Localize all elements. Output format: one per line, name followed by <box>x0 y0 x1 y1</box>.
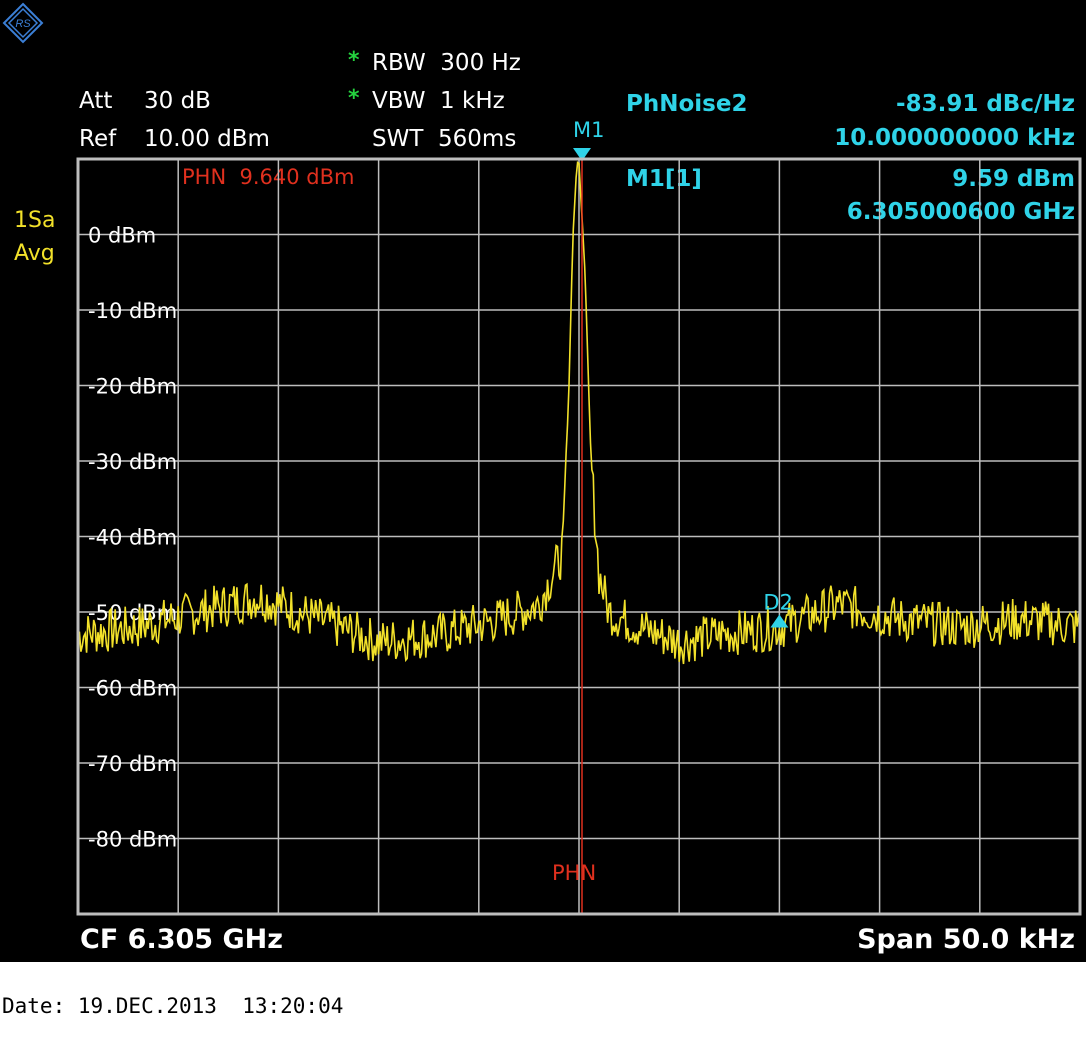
center-frequency-label: CF 6.305 GHz <box>80 924 283 955</box>
span-label: Span 50.0 kHz <box>857 924 1075 955</box>
phn-line-label: PHN <box>552 861 596 885</box>
sweep-time-value: SWT 560ms <box>372 126 517 152</box>
y-tick-label: -80 dBm <box>88 828 177 852</box>
plot-frame <box>76 157 1082 916</box>
vbw-value: VBW 1 kHz <box>372 88 505 114</box>
vbw-coupling-star: * <box>348 86 360 111</box>
y-tick-label: 0 dBm <box>88 224 156 248</box>
rohde-schwarz-logo-icon: RS <box>2 2 44 44</box>
grid <box>78 159 1080 914</box>
y-tick-label: -60 dBm <box>88 677 177 701</box>
marker-level-value: 9.59 dBm <box>952 166 1075 192</box>
y-tick-label: -70 dBm <box>88 752 177 776</box>
att-label: Att <box>79 88 113 114</box>
delta-marker-d2-triangle-icon[interactable] <box>770 614 789 628</box>
marker-readout-label: M1[1] <box>626 166 702 192</box>
analyzer-screen: RS Att 30 dB Ref 10.00 dBm * RBW 300 Hz … <box>0 0 1086 962</box>
phase-noise-offset: 10.000000000 kHz <box>834 125 1075 151</box>
phn-reference-label: PHN 9.640 dBm <box>182 165 355 189</box>
y-tick-label: -40 dBm <box>88 526 177 550</box>
marker-m1-triangle-icon[interactable] <box>573 148 591 161</box>
y-tick-labels: 0 dBm-10 dBm-20 dBm-30 dBm-40 dBm-50 dBm… <box>88 224 177 852</box>
date-stamp: Date: 19.DEC.2013 13:20:04 <box>2 994 344 1018</box>
rbw-value: RBW 300 Hz <box>372 50 521 76</box>
rbw-coupling-star: * <box>348 48 360 73</box>
phase-noise-value: -83.91 dBc/Hz <box>896 91 1075 117</box>
trace-mode-line2: Avg <box>14 241 55 266</box>
ref-label: Ref <box>79 126 117 152</box>
y-tick-label: -20 dBm <box>88 375 177 399</box>
marker-top-label: M1 <box>573 118 605 142</box>
delta-marker-d2-label: D2 <box>763 591 793 615</box>
trace-mode-line1: 1Sa <box>14 208 56 233</box>
phase-noise-label: PhNoise2 <box>626 91 748 117</box>
spectrum-trace <box>77 161 1081 665</box>
svg-text:RS: RS <box>15 18 31 30</box>
spectrum-plot: 0 dBm-10 dBm-20 dBm-30 dBm-40 dBm-50 dBm… <box>76 148 1082 916</box>
marker-frequency-value: 6.305000600 GHz <box>846 199 1075 225</box>
y-tick-label: -30 dBm <box>88 450 177 474</box>
y-tick-label: -10 dBm <box>88 299 177 323</box>
att-value: 30 dB <box>144 88 211 114</box>
ref-level-value: 10.00 dBm <box>144 126 270 152</box>
